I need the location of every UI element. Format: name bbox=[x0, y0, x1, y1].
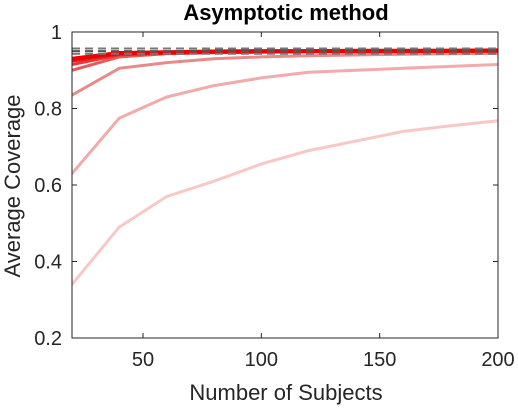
y-tick-label: 0.8 bbox=[34, 99, 62, 121]
axes: 50 100 150 200 0.2 0.4 0.6 0.8 1 bbox=[34, 22, 515, 371]
series-group bbox=[72, 47, 498, 286]
series-line-1 bbox=[72, 119, 498, 286]
axes-box bbox=[71, 31, 499, 339]
y-tick-label: 0.4 bbox=[34, 252, 62, 274]
x-tick-label: 100 bbox=[245, 349, 278, 371]
y-tick-label: 1 bbox=[51, 22, 62, 44]
x-axis-label: Number of Subjects bbox=[189, 380, 382, 405]
y-tick-label: 0.6 bbox=[34, 175, 62, 197]
x-tick-label: 150 bbox=[363, 349, 396, 371]
x-tick-label: 50 bbox=[132, 349, 154, 371]
y-axis-label: Average Coverage bbox=[0, 94, 25, 277]
series-line-2 bbox=[72, 63, 498, 175]
chart-title: Asymptotic method bbox=[183, 0, 388, 25]
x-tick-label: 200 bbox=[481, 349, 514, 371]
y-tick-label: 0.2 bbox=[34, 328, 62, 350]
plot-area bbox=[72, 47, 498, 286]
